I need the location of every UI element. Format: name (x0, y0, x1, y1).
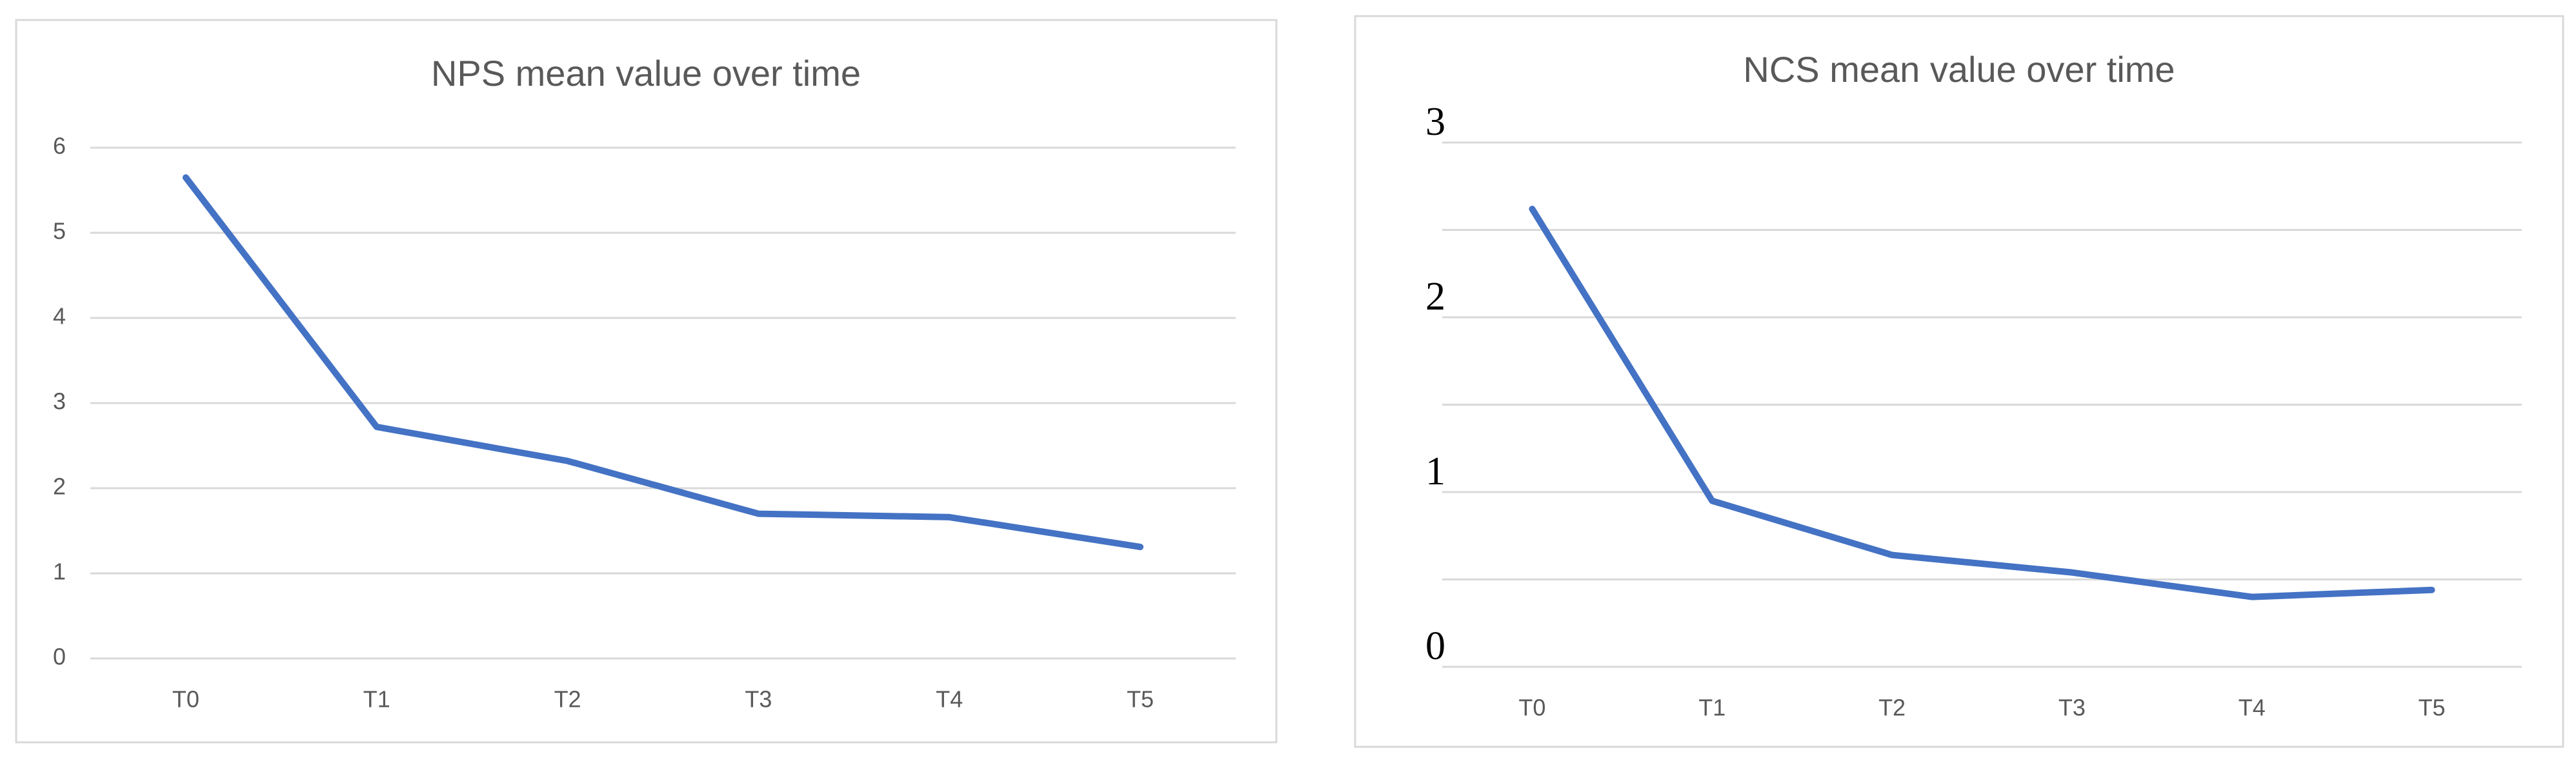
data-line (182, 174, 1144, 551)
y-tick-label: 4 (53, 303, 66, 330)
x-tick-label: T3 (745, 686, 772, 713)
y-tick-label: 2 (53, 473, 66, 500)
data-line (1529, 205, 2435, 600)
x-tick-label: T2 (554, 686, 581, 713)
x-tick-label: T5 (2419, 695, 2446, 721)
x-tick-label: T0 (1518, 695, 1545, 721)
y-tick-label: 1 (53, 558, 66, 585)
y-tick-label: 2 (1425, 275, 1445, 319)
chart-title: NPS mean value over time (431, 53, 861, 94)
y-tick-label: 6 (53, 133, 66, 159)
x-tick-label: T1 (1698, 695, 1726, 721)
x-tick-label: T1 (363, 686, 390, 713)
y-tick-label: 0 (53, 644, 66, 670)
y-tick-label: 1 (1425, 450, 1445, 493)
y-tick-label: 3 (1425, 100, 1445, 144)
x-tick-label: T0 (172, 686, 199, 713)
y-tick-label: 5 (53, 218, 66, 244)
x-tick-label: T2 (1878, 695, 1906, 721)
chart-panel (1354, 15, 2564, 748)
x-tick-label: T3 (2058, 695, 2086, 721)
x-tick-label: T4 (936, 686, 963, 713)
y-tick-label: 0 (1425, 624, 1445, 668)
x-tick-label: T5 (1127, 686, 1154, 713)
x-tick-label: T4 (2239, 695, 2266, 721)
chart-title: NCS mean value over time (1743, 49, 2175, 90)
y-tick-label: 3 (53, 388, 66, 415)
chart-panel (15, 19, 1278, 744)
